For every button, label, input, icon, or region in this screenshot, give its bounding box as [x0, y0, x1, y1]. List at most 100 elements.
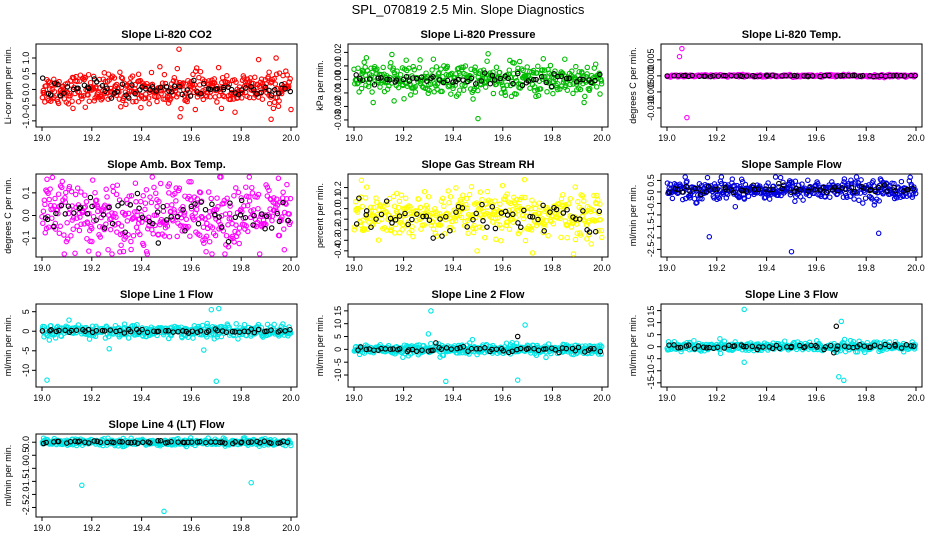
data-point [372, 67, 379, 73]
data-point [436, 77, 443, 83]
data-point [181, 212, 187, 218]
data-point [174, 65, 181, 72]
data-point [182, 228, 188, 234]
data-point [89, 238, 95, 245]
data-point [169, 202, 175, 208]
data-point [829, 179, 835, 185]
data-point [231, 239, 237, 245]
data-point [231, 192, 237, 199]
data-point [56, 230, 63, 237]
data-point [532, 205, 539, 212]
data-point [425, 90, 431, 97]
data-point [262, 84, 269, 91]
x-tick-label: 19.0 [345, 263, 363, 273]
data-point [447, 193, 454, 200]
x-tick-label: 19.6 [808, 393, 826, 403]
data-point [233, 185, 239, 191]
data-point [275, 90, 282, 97]
data-point [558, 73, 565, 80]
data-point [131, 209, 138, 215]
data-point [129, 73, 136, 79]
data-point [357, 76, 363, 82]
data-point [55, 100, 62, 107]
data-point [525, 78, 532, 84]
data-point [437, 216, 443, 222]
data-point [214, 85, 220, 92]
data-point [140, 242, 147, 249]
data-point [197, 189, 204, 196]
data-point [120, 248, 127, 255]
data-point [227, 203, 233, 209]
data-point [117, 69, 123, 76]
x-tick-label: 20.0 [907, 133, 925, 143]
data-point [84, 84, 91, 91]
data-points [39, 46, 294, 123]
data-point [128, 238, 134, 245]
data-point [718, 180, 725, 187]
data-point [424, 78, 430, 84]
data-point [470, 96, 476, 102]
data-point [405, 219, 412, 225]
data-point [353, 198, 359, 205]
y-tick-label: 0 [646, 344, 656, 349]
data-point [472, 81, 479, 87]
data-point [478, 78, 485, 84]
data-point [75, 98, 82, 105]
data-point [484, 224, 490, 230]
data-point [153, 93, 159, 100]
data-point [568, 214, 574, 221]
data-point [446, 82, 453, 89]
data-point [724, 191, 731, 198]
data-point [47, 92, 54, 98]
panel-title: Slope Line 1 Flow [120, 289, 213, 301]
data-point [779, 73, 785, 79]
data-point [53, 207, 60, 214]
data-point [138, 104, 144, 111]
data-point [187, 196, 194, 203]
data-point [169, 89, 175, 95]
data-point [235, 94, 241, 101]
data-point [142, 200, 149, 206]
data-point [87, 194, 94, 201]
data-point [206, 238, 213, 245]
data-point [555, 81, 561, 87]
data-point [567, 81, 573, 88]
data-point [136, 205, 142, 212]
data-point [552, 68, 558, 74]
data-point [694, 199, 700, 206]
data-point [203, 248, 209, 255]
data-point [841, 176, 848, 182]
data-point [91, 98, 98, 104]
data-point [119, 75, 126, 82]
data-point [176, 46, 182, 52]
y-tick-label: -5 [21, 347, 31, 355]
data-point [499, 182, 506, 189]
data-point [527, 85, 533, 91]
x-tick-label: 19.6 [183, 393, 201, 403]
data-point [174, 213, 181, 220]
data-point [439, 88, 445, 95]
plot-frame [35, 43, 298, 128]
data-point [214, 195, 220, 201]
data-point [226, 81, 233, 88]
panel-title: Slope Li-820 Pressure [421, 29, 536, 41]
data-point [202, 206, 209, 213]
data-point [573, 221, 580, 227]
data-point [164, 223, 171, 229]
data-point [448, 91, 454, 97]
data-point [140, 193, 146, 199]
data-point [118, 223, 125, 229]
data-point [138, 212, 145, 218]
data-point [413, 75, 420, 82]
data-point [426, 217, 433, 223]
data-points [39, 174, 294, 257]
y-axis-label: ml/min per min. [628, 185, 638, 247]
data-point [238, 87, 245, 93]
data-point [157, 84, 164, 91]
data-point [513, 215, 519, 221]
data-point [475, 87, 481, 94]
data-point [61, 232, 67, 238]
data-point [123, 92, 129, 98]
data-point [213, 83, 220, 89]
